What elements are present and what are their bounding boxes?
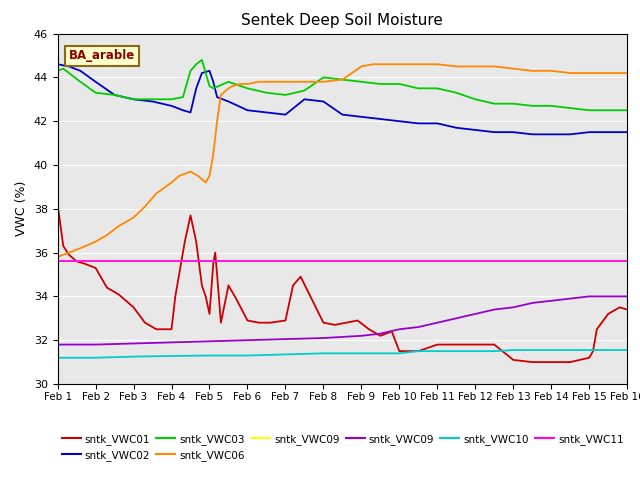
Legend: sntk_VWC01, sntk_VWC02, sntk_VWC03, sntk_VWC06, sntk_VWC09, sntk_VWC09, sntk_VWC: sntk_VWC01, sntk_VWC02, sntk_VWC03, sntk… [58, 430, 628, 465]
Y-axis label: VWC (%): VWC (%) [15, 181, 28, 237]
Title: Sentek Deep Soil Moisture: Sentek Deep Soil Moisture [241, 13, 444, 28]
Text: BA_arable: BA_arable [69, 49, 135, 62]
